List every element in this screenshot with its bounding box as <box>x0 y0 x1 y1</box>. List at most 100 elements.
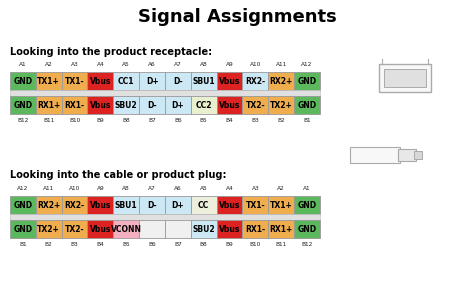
Bar <box>243 220 268 238</box>
Text: CC: CC <box>198 201 210 209</box>
Text: RX2+: RX2+ <box>37 201 60 209</box>
Text: A4: A4 <box>97 63 104 67</box>
Bar <box>243 96 268 114</box>
Bar <box>139 96 165 114</box>
Text: Looking into the cable or product plug:: Looking into the cable or product plug: <box>10 170 227 180</box>
Text: GND: GND <box>298 101 317 109</box>
Text: CC2: CC2 <box>195 101 212 109</box>
Text: Vbus: Vbus <box>219 224 240 233</box>
Text: A11: A11 <box>275 63 287 67</box>
Text: SBU2: SBU2 <box>192 224 215 233</box>
Text: B8: B8 <box>200 243 208 247</box>
Text: B12: B12 <box>301 243 313 247</box>
Bar <box>268 72 294 90</box>
Bar <box>139 72 165 90</box>
Text: Vbus: Vbus <box>90 224 111 233</box>
Bar <box>243 72 268 90</box>
Bar <box>113 96 139 114</box>
Bar <box>294 220 320 238</box>
Text: B11: B11 <box>43 119 55 123</box>
Bar <box>10 72 36 90</box>
Bar <box>217 220 243 238</box>
Text: B9: B9 <box>97 119 104 123</box>
Text: B11: B11 <box>275 243 287 247</box>
Text: A5: A5 <box>200 186 208 192</box>
Bar <box>165 220 191 238</box>
Text: GND: GND <box>13 101 33 109</box>
Text: B8: B8 <box>122 119 130 123</box>
Text: A7: A7 <box>148 186 156 192</box>
Text: D-: D- <box>147 201 157 209</box>
Text: Looking into the product receptacle:: Looking into the product receptacle: <box>10 47 212 57</box>
Bar <box>10 214 320 220</box>
Bar <box>139 220 165 238</box>
Text: A3: A3 <box>252 186 259 192</box>
Text: B12: B12 <box>17 119 28 123</box>
Text: A1: A1 <box>303 186 311 192</box>
Bar <box>113 196 139 214</box>
Bar <box>384 69 426 87</box>
Bar <box>62 72 88 90</box>
Text: A11: A11 <box>43 186 55 192</box>
Bar <box>113 220 139 238</box>
Text: A10: A10 <box>250 63 261 67</box>
Text: RX1+: RX1+ <box>270 224 293 233</box>
Bar <box>165 72 191 90</box>
Bar <box>217 96 243 114</box>
Text: D+: D+ <box>146 77 158 85</box>
Bar <box>88 220 113 238</box>
Bar <box>294 196 320 214</box>
Text: A8: A8 <box>122 186 130 192</box>
Text: B5: B5 <box>122 243 130 247</box>
Bar <box>191 220 217 238</box>
Bar <box>10 90 320 96</box>
Text: TX2-: TX2- <box>246 101 265 109</box>
Text: D-: D- <box>173 77 183 85</box>
Bar <box>62 196 88 214</box>
Text: B4: B4 <box>97 243 104 247</box>
Bar <box>379 64 431 92</box>
Bar <box>36 220 62 238</box>
Text: RX2-: RX2- <box>64 201 85 209</box>
Text: D+: D+ <box>172 201 184 209</box>
Bar <box>350 147 400 163</box>
Bar <box>165 96 191 114</box>
Text: Vbus: Vbus <box>219 101 240 109</box>
Bar <box>217 196 243 214</box>
Bar <box>88 96 113 114</box>
Bar <box>88 72 113 90</box>
Bar <box>10 220 36 238</box>
Text: TX2+: TX2+ <box>37 224 60 233</box>
Text: TX1+: TX1+ <box>37 77 60 85</box>
Bar <box>165 196 191 214</box>
Text: B7: B7 <box>174 243 182 247</box>
Text: SBU1: SBU1 <box>115 201 137 209</box>
Bar <box>294 96 320 114</box>
Bar <box>10 96 36 114</box>
Text: A2: A2 <box>277 186 285 192</box>
Text: Vbus: Vbus <box>90 77 111 85</box>
Text: B3: B3 <box>71 243 79 247</box>
Text: GND: GND <box>298 77 317 85</box>
Text: B10: B10 <box>69 119 80 123</box>
Text: Vbus: Vbus <box>219 201 240 209</box>
Text: B2: B2 <box>277 119 285 123</box>
Bar <box>294 72 320 90</box>
Text: GND: GND <box>298 224 317 233</box>
Text: RX1+: RX1+ <box>37 101 60 109</box>
Text: A9: A9 <box>226 63 234 67</box>
Text: TX2-: TX2- <box>65 224 84 233</box>
Text: GND: GND <box>298 201 317 209</box>
Text: Vbus: Vbus <box>219 77 240 85</box>
Text: B9: B9 <box>226 243 234 247</box>
Text: D+: D+ <box>172 101 184 109</box>
Text: A6: A6 <box>174 186 182 192</box>
Bar <box>36 96 62 114</box>
Text: A1: A1 <box>19 63 27 67</box>
Text: Vbus: Vbus <box>90 101 111 109</box>
Text: TX1+: TX1+ <box>270 201 292 209</box>
Bar <box>217 72 243 90</box>
Text: A5: A5 <box>122 63 130 67</box>
Text: D-: D- <box>147 101 157 109</box>
Bar <box>88 196 113 214</box>
